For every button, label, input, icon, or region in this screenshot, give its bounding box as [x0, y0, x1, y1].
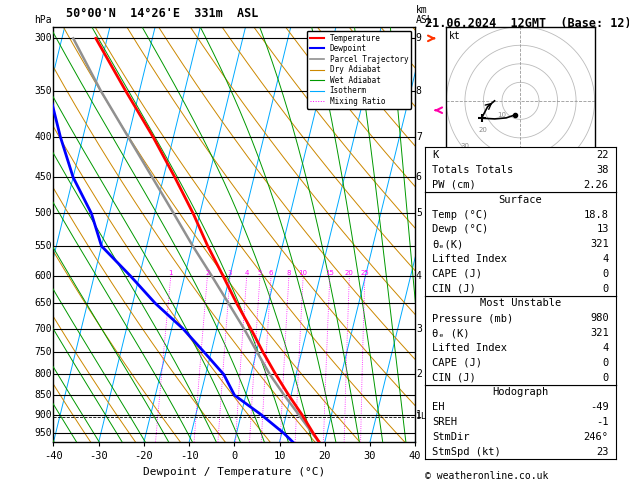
Text: θₑ (K): θₑ (K) — [432, 328, 470, 338]
Text: 6: 6 — [269, 270, 274, 276]
Text: 22: 22 — [596, 150, 609, 160]
Text: © weatheronline.co.uk: © weatheronline.co.uk — [425, 471, 548, 481]
Text: Lifted Index: Lifted Index — [432, 254, 507, 264]
Text: 18.8: 18.8 — [584, 209, 609, 220]
Text: 7: 7 — [416, 132, 421, 142]
Text: 300: 300 — [34, 34, 52, 43]
Text: 246°: 246° — [584, 432, 609, 442]
Text: 5: 5 — [258, 270, 262, 276]
Text: CIN (J): CIN (J) — [432, 372, 476, 382]
Text: 321: 321 — [590, 239, 609, 249]
Text: 950: 950 — [34, 428, 52, 438]
Text: K: K — [432, 150, 438, 160]
Text: CAPE (J): CAPE (J) — [432, 269, 482, 279]
Text: 10: 10 — [299, 270, 308, 276]
Text: 650: 650 — [34, 298, 52, 308]
Text: 21.06.2024  12GMT  (Base: 12): 21.06.2024 12GMT (Base: 12) — [425, 17, 629, 30]
Text: θₑ(K): θₑ(K) — [432, 239, 464, 249]
Text: 550: 550 — [34, 241, 52, 251]
Text: Most Unstable: Most Unstable — [480, 298, 561, 309]
Text: 0: 0 — [603, 372, 609, 382]
Text: Mixing Ratio (g/kg): Mixing Ratio (g/kg) — [447, 183, 456, 286]
Legend: Temperature, Dewpoint, Parcel Trajectory, Dry Adiabat, Wet Adiabat, Isotherm, Mi: Temperature, Dewpoint, Parcel Trajectory… — [307, 31, 411, 109]
Text: 30: 30 — [460, 143, 469, 149]
Text: 600: 600 — [34, 271, 52, 281]
Text: StmSpd (kt): StmSpd (kt) — [432, 447, 501, 457]
Text: Temp (°C): Temp (°C) — [432, 209, 489, 220]
Text: StmDir: StmDir — [432, 432, 470, 442]
Text: 10: 10 — [498, 112, 506, 118]
Text: 20: 20 — [345, 270, 354, 276]
Text: kt: kt — [449, 31, 461, 41]
Text: 700: 700 — [34, 324, 52, 334]
Text: 2.26: 2.26 — [584, 180, 609, 190]
Text: 15: 15 — [325, 270, 334, 276]
Text: 350: 350 — [34, 86, 52, 96]
Text: 8: 8 — [287, 270, 291, 276]
Text: 980: 980 — [590, 313, 609, 323]
Text: 5: 5 — [416, 208, 421, 218]
Text: 450: 450 — [34, 173, 52, 182]
Text: Lifted Index: Lifted Index — [432, 343, 507, 353]
Text: Surface: Surface — [499, 195, 542, 205]
Text: Hodograph: Hodograph — [493, 387, 548, 398]
Text: 9: 9 — [416, 34, 421, 43]
Text: 0: 0 — [603, 358, 609, 368]
Text: 13: 13 — [596, 225, 609, 234]
Text: 0: 0 — [603, 283, 609, 294]
Text: 4: 4 — [416, 271, 421, 281]
Text: 25: 25 — [360, 270, 369, 276]
Text: 6: 6 — [416, 173, 421, 182]
Text: hPa: hPa — [34, 15, 52, 25]
Text: -1: -1 — [596, 417, 609, 427]
Text: 4: 4 — [245, 270, 249, 276]
Text: 50°00'N  14°26'E  331m  ASL: 50°00'N 14°26'E 331m ASL — [66, 7, 258, 20]
Text: 38: 38 — [596, 165, 609, 175]
Text: 3: 3 — [228, 270, 232, 276]
Text: CAPE (J): CAPE (J) — [432, 358, 482, 368]
Text: 20: 20 — [479, 127, 488, 133]
Text: 850: 850 — [34, 390, 52, 400]
Text: Dewp (°C): Dewp (°C) — [432, 225, 489, 234]
Text: km
ASL: km ASL — [416, 5, 433, 25]
Text: 1: 1 — [416, 410, 421, 420]
Text: 750: 750 — [34, 347, 52, 357]
Text: 23: 23 — [596, 447, 609, 457]
Text: 3: 3 — [416, 324, 421, 334]
Text: Pressure (mb): Pressure (mb) — [432, 313, 513, 323]
Text: CIN (J): CIN (J) — [432, 283, 476, 294]
Text: 321: 321 — [590, 328, 609, 338]
Text: 2: 2 — [205, 270, 209, 276]
Text: 4: 4 — [603, 343, 609, 353]
Text: 1: 1 — [169, 270, 173, 276]
Text: 4: 4 — [603, 254, 609, 264]
Text: Totals Totals: Totals Totals — [432, 165, 513, 175]
Text: 0: 0 — [603, 269, 609, 279]
Text: 800: 800 — [34, 369, 52, 380]
Text: 900: 900 — [34, 410, 52, 420]
Text: SREH: SREH — [432, 417, 457, 427]
Text: 400: 400 — [34, 132, 52, 142]
Text: 2: 2 — [416, 369, 421, 380]
Text: PW (cm): PW (cm) — [432, 180, 476, 190]
Text: -49: -49 — [590, 402, 609, 412]
Text: 8: 8 — [416, 86, 421, 96]
Text: 500: 500 — [34, 208, 52, 218]
Text: 1LCL: 1LCL — [416, 412, 436, 421]
X-axis label: Dewpoint / Temperature (°C): Dewpoint / Temperature (°C) — [143, 467, 325, 477]
Text: EH: EH — [432, 402, 445, 412]
